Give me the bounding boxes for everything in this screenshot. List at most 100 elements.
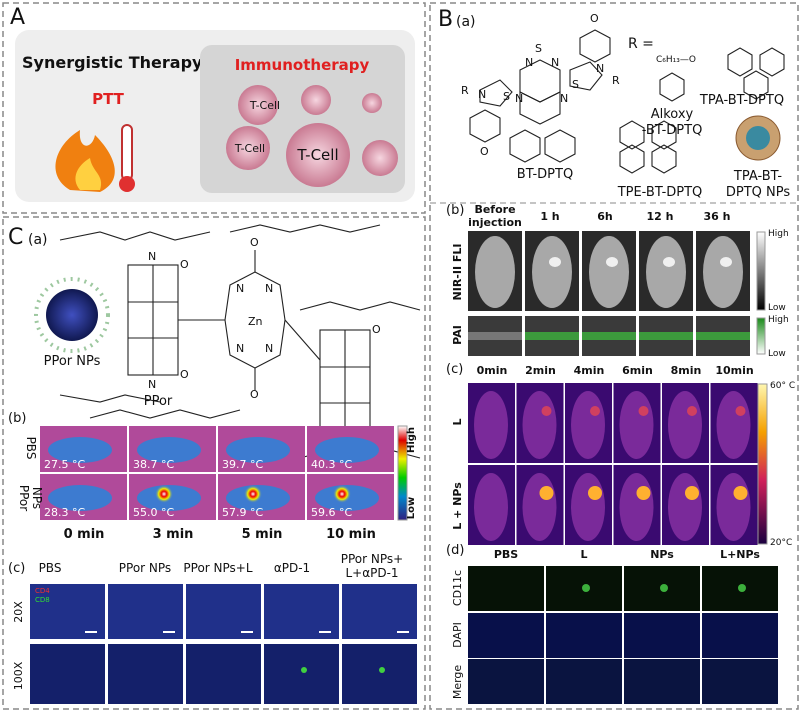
atom: N <box>596 62 604 75</box>
hotspot <box>244 485 262 503</box>
micro-image <box>342 644 417 704</box>
signal <box>663 257 675 267</box>
time-label: 5 min <box>242 527 283 542</box>
row-label: 100X <box>12 661 25 690</box>
row-label: DAPI <box>451 622 464 648</box>
atom: R <box>461 84 469 97</box>
sub-label: (c) <box>446 362 463 377</box>
row-label: Merge <box>451 665 464 700</box>
temperature: 27.5 °C <box>44 458 85 471</box>
signal <box>720 257 732 267</box>
micro-image <box>624 659 700 704</box>
atom: O <box>590 12 599 25</box>
compound: PPor <box>144 394 173 409</box>
micro-image <box>186 584 261 639</box>
compound: TPA-BT-DPTQ <box>699 93 784 108</box>
signal <box>738 584 746 592</box>
micro-image <box>108 644 183 704</box>
ptt-label: PTT <box>92 90 125 108</box>
panel-letter: B <box>438 7 453 32</box>
atom: N <box>551 56 559 69</box>
atom: N <box>236 282 244 295</box>
compound: BT-DPTQ <box>517 167 573 182</box>
atom: S <box>535 42 542 55</box>
mouse <box>532 236 572 308</box>
compound: -BT-DPTQ <box>642 123 703 138</box>
pai-band <box>525 332 579 340</box>
hotspot <box>733 486 748 500</box>
pai-band <box>468 332 522 340</box>
micro-image <box>30 644 105 704</box>
temperature: 55.0 °C <box>133 506 174 519</box>
micro-image <box>468 659 544 704</box>
mouse <box>522 391 557 459</box>
mouse <box>619 391 654 459</box>
scale-label: 20°C <box>770 538 792 548</box>
cell-label: T-Cell <box>296 146 338 164</box>
hotspot <box>638 406 649 416</box>
time-label: injection <box>468 216 522 229</box>
time-label: 12 h <box>647 210 674 223</box>
compound: TPE-BT-DPTQ <box>617 185 703 200</box>
mouse <box>315 437 379 463</box>
column-label: PPor NPs <box>119 561 171 575</box>
row-label: L + NPs <box>451 482 464 530</box>
row-label: PBS <box>24 437 38 460</box>
atom: O <box>372 323 381 336</box>
atom: O <box>250 236 259 249</box>
panel-letter: A <box>10 5 25 30</box>
hotspot <box>541 406 552 416</box>
temperature: 39.7 °C <box>222 458 263 471</box>
row-label: NIR-II FLI <box>451 244 464 301</box>
mouse <box>474 473 508 541</box>
column-label: NPs <box>650 548 674 561</box>
atom: N <box>265 342 273 355</box>
time-label: 6h <box>597 210 613 223</box>
mouse <box>716 473 751 541</box>
mouse <box>475 236 515 308</box>
micro-image <box>342 584 417 639</box>
row-label: 20X <box>12 601 25 623</box>
micro-image <box>468 566 544 611</box>
hotspot <box>539 486 554 500</box>
scale-label: High <box>406 427 417 453</box>
column-label: L+αPD-1 <box>345 566 398 580</box>
signal <box>606 257 618 267</box>
hotspot <box>636 486 651 500</box>
signal <box>379 667 385 673</box>
column-label: L <box>580 548 587 561</box>
hotspot <box>333 485 351 503</box>
pai-band <box>639 332 693 340</box>
micro-image <box>264 584 339 639</box>
compound: DPTQ NPs <box>726 185 790 200</box>
mouse <box>619 473 654 541</box>
sub-label: (b) <box>446 203 464 218</box>
mouse <box>668 473 702 541</box>
sub-label: (b) <box>8 411 26 426</box>
scale-label: Low <box>406 497 417 519</box>
scale-label: High <box>768 315 789 325</box>
temperature: 59.6 °C <box>311 506 352 519</box>
atom: N <box>148 378 156 391</box>
atom: O <box>180 368 189 381</box>
column-label: PBS <box>39 561 62 575</box>
mouse <box>716 391 751 459</box>
mouse <box>474 391 508 459</box>
micro-image <box>702 613 778 658</box>
micro-image <box>108 584 183 639</box>
time-label: 0min <box>477 364 508 377</box>
r-group: C₆H₁₃—O <box>656 55 696 65</box>
hotspot <box>155 485 173 503</box>
mouse <box>48 485 112 511</box>
atom: S <box>503 90 510 103</box>
micro-image <box>264 644 339 704</box>
scale-label: High <box>768 229 789 239</box>
atom: N <box>560 92 568 105</box>
mouse <box>646 236 686 308</box>
time-label: 6min <box>622 364 653 377</box>
mouse <box>137 437 201 463</box>
r-group: R = <box>628 36 654 52</box>
atom: N <box>515 92 523 105</box>
mouse <box>226 437 290 463</box>
